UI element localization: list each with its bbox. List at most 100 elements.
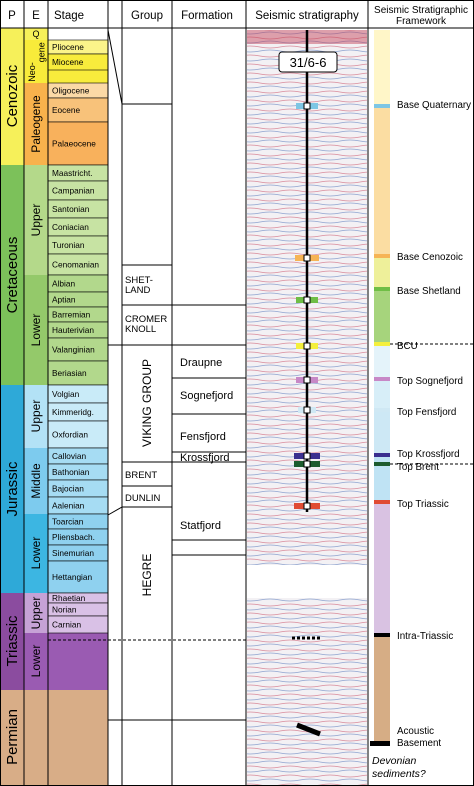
pick-marker [303,342,311,350]
pick-marker [303,460,311,468]
text-line: SHET- [125,275,153,286]
formation-lines [172,344,246,556]
epoch-tri-upper-box [24,593,48,633]
stage-label: Pliensbach. [52,532,95,542]
group-brent: BRENT [125,470,157,481]
devonian-note-1: Devonian sediments? [372,755,426,780]
framework-fensfjord-box [374,410,390,455]
stage-neogene-gap-box [48,70,108,83]
stage-label: Sinemurian [52,548,94,558]
stage-label: Valanginian [52,345,95,355]
framework-horizon-label: Base Quaternary [397,100,471,111]
text-line: KNOLL [125,324,156,335]
formation-sognefjord: Sognefjord [180,390,233,402]
well-label-box [278,51,338,73]
header-framework-2: Framework [396,16,447,27]
framework-horizon-label: Top Krossfjord [397,449,460,460]
epoch-q-box [24,28,48,40]
framework-horizon [374,462,390,466]
framework-horizon-lines [370,104,390,746]
stage-label: Campanian [52,186,95,196]
pick-marker [303,376,311,384]
stage-label: Rhaetian [52,593,86,603]
formation-labels: Draupne Sognefjord Fensfjord Krossfjord … [180,357,233,532]
header-e: E [32,10,40,22]
group-shetland: SHET-LAND [125,275,153,296]
header-row: P E Stage Group Formation Seismic strati… [8,5,468,27]
framework-horizon-label: BCU [397,341,418,352]
framework-upper-cret-box [374,256,390,289]
epoch-neogene-box [24,40,48,83]
stage-label: Carnian [52,620,81,630]
header-formation: Formation [181,10,233,22]
stage-box [47,360,109,386]
stage-label: Toarcian [52,517,84,527]
epoch-permian-box [24,690,48,785]
header-p: P [8,10,16,22]
epoch-cret-upper: Upper [29,204,43,237]
framework-triassic-box [374,502,390,635]
stage-label: Maastricht. [52,168,93,178]
header-group: Group [131,10,163,22]
text-line: LAND [125,285,150,296]
framework-horizon [374,254,390,258]
framework-horizon-label: Top Sognefjord [397,376,463,387]
stage-label: Santonian [52,204,90,214]
stage-label: Turonian [52,240,85,250]
stage-label: Miocene [52,57,84,67]
framework-sognefjord-box [374,379,390,410]
header-framework-1: Seismic Stratigraphic [374,5,468,16]
framework-horizon-label: Top Fensfjord [397,407,456,418]
stage-label: Volgian [52,389,80,399]
acoustic-basement-reflector [296,722,321,737]
framework-brent-box [374,455,390,502]
framework-permian-box [374,635,390,743]
period-column: Cenozoic Cretaceous Jurassic Triassic Pe… [1,28,24,785]
pick-marker [303,502,311,510]
header-seismic: Seismic stratigraphy [255,10,359,22]
stage-permian-box [48,690,108,785]
group-dunlin: DUNLIN [125,493,161,504]
stage-label: Oligocene [52,86,90,96]
framework-horizon [374,104,390,108]
period-triassic-box [1,593,24,690]
stage-label: Albian [52,279,75,289]
text-line: CROMER [125,314,167,325]
framework-cenozoic-box [374,106,390,256]
framework-horizon [374,500,390,504]
epoch-jur-lower-box [24,514,48,593]
epoch-paleogene: Paleogene [29,95,43,153]
stage-label: Bathonian [52,467,90,477]
stage-column: Pliocene Miocene Oligocene Eocene Palaeocene… [47,28,109,785]
epoch-cret-lower: Lower [29,314,43,347]
framework-horizon [374,377,390,381]
devonian-line-1: Devonian [372,755,417,767]
period-cenozoic-box [1,28,24,165]
framework-horizon-label: Intra-Triassic [397,631,453,642]
framework-horizon-label: Top Triassic [397,499,449,510]
text-line: Neo- [27,62,37,82]
framework-horizon-label: Top Brent [397,462,439,473]
stage-label: Aptian [52,295,76,305]
framework-quaternary-box [374,30,390,106]
epoch-jur-middle-box [24,448,48,514]
framework-column: Base Quaternary Base Cenozoic Base Shetlan… [370,30,474,780]
label-line: Basement [397,738,441,749]
epoch-neogene: Neo-gene [27,42,46,82]
stage-label: Aalenian [52,501,85,511]
pick-marker [303,406,311,414]
framework-horizon [374,453,390,457]
well-picks [294,102,320,510]
period-triassic: Triassic [4,615,21,667]
stage-label: Palaeocene [52,139,96,149]
framework-horizon-label: Base Cenozoic [397,252,463,263]
period-jurassic-box [1,385,24,593]
stage-box [47,121,109,166]
framework-horizon [374,342,390,346]
framework-horizon [374,287,390,291]
group-cromer-knoll: CROMER KNOLL [125,314,167,335]
formation-krossfjord: Krossfjord [180,452,230,464]
devonian-line-2: sediments? [372,768,426,780]
